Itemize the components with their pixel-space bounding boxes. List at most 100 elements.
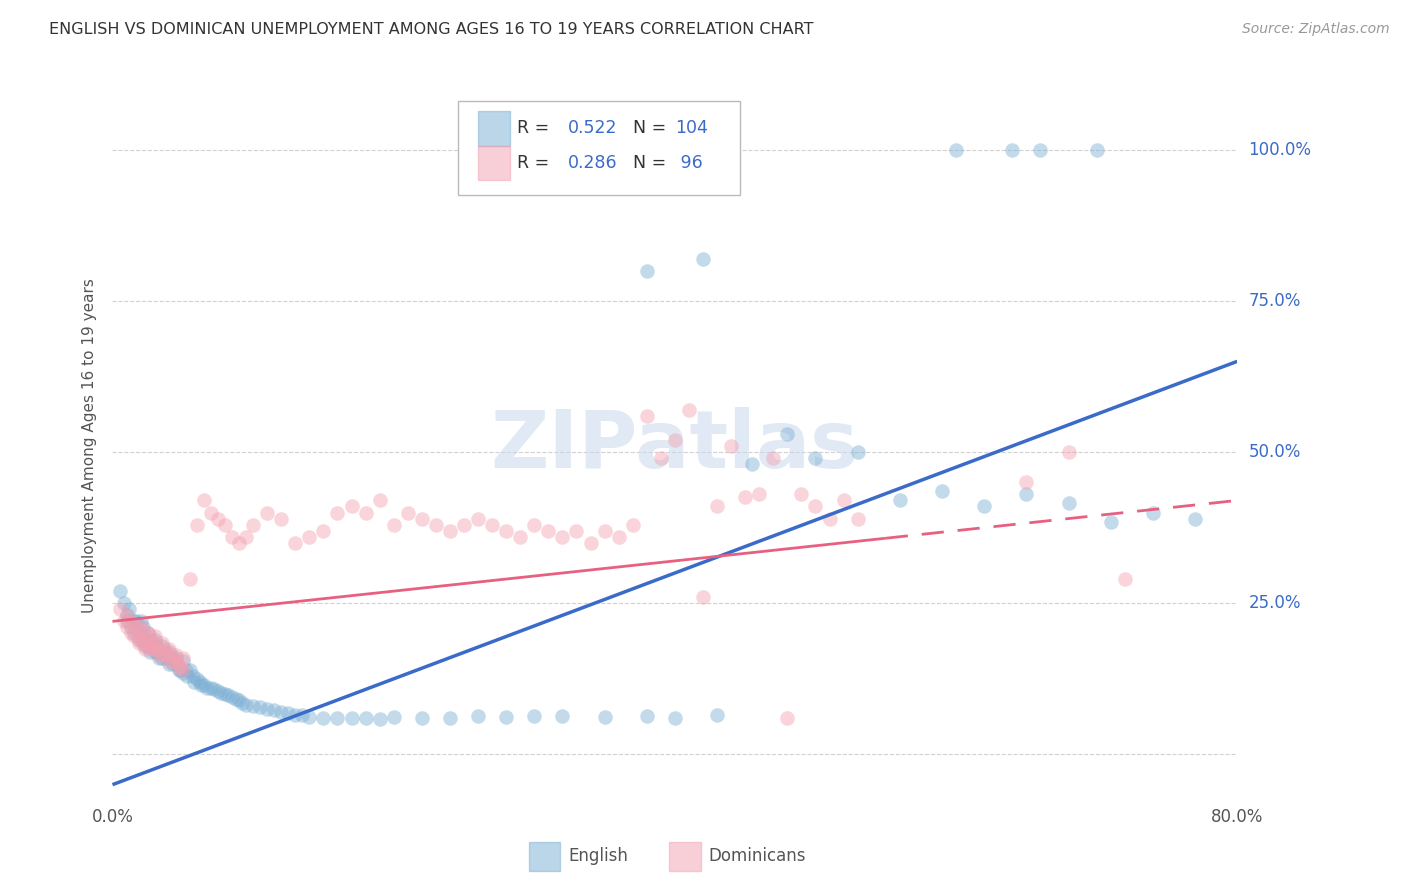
English — [1057, 496, 1080, 510]
Text: English: English — [568, 847, 628, 865]
Dominicans — [748, 487, 770, 501]
Dominicans — [139, 641, 162, 656]
Dominicans — [396, 506, 419, 520]
Dominicans — [636, 409, 658, 423]
English — [153, 645, 176, 659]
Dominicans — [153, 641, 176, 656]
Dominicans — [143, 630, 166, 644]
Dominicans — [720, 439, 742, 453]
Text: 0.522: 0.522 — [568, 120, 617, 137]
Dominicans — [207, 511, 229, 525]
English — [136, 639, 159, 653]
English — [291, 708, 314, 723]
Dominicans — [115, 608, 138, 623]
Dominicans — [155, 648, 177, 662]
Dominicans — [118, 615, 141, 629]
English — [439, 711, 461, 725]
English — [118, 602, 141, 616]
English — [1001, 143, 1024, 157]
Dominicans — [148, 648, 170, 662]
Dominicans — [579, 535, 602, 549]
Dominicans — [160, 648, 183, 662]
English — [235, 698, 257, 712]
English — [165, 650, 187, 665]
Dominicans — [145, 635, 167, 649]
Dominicans — [242, 517, 264, 532]
English — [108, 584, 131, 599]
English — [183, 674, 205, 689]
Dominicans — [846, 511, 869, 525]
Dominicans — [143, 641, 166, 656]
English — [1015, 487, 1038, 501]
English — [195, 681, 218, 695]
Dominicans — [692, 590, 714, 604]
English — [467, 709, 489, 723]
Dominicans — [326, 506, 349, 520]
Dominicans — [664, 433, 686, 447]
English — [284, 708, 307, 723]
Text: Source: ZipAtlas.com: Source: ZipAtlas.com — [1241, 22, 1389, 37]
English — [176, 669, 198, 683]
English — [231, 696, 253, 710]
Text: 104: 104 — [675, 120, 707, 137]
English — [115, 615, 138, 629]
Text: N =: N = — [633, 120, 672, 137]
Text: 0.286: 0.286 — [568, 153, 617, 171]
English — [145, 639, 167, 653]
Text: R =: R = — [517, 153, 555, 171]
Dominicans — [136, 626, 159, 640]
English — [263, 703, 285, 717]
English — [256, 702, 278, 716]
Dominicans — [832, 493, 855, 508]
Dominicans — [115, 620, 138, 634]
English — [122, 615, 145, 629]
English — [225, 691, 247, 706]
English — [298, 710, 321, 724]
Y-axis label: Unemployment Among Ages 16 to 19 years: Unemployment Among Ages 16 to 19 years — [82, 278, 97, 614]
English — [179, 663, 201, 677]
English — [174, 663, 197, 677]
Dominicans — [122, 630, 145, 644]
Dominicans — [284, 535, 307, 549]
Text: 96: 96 — [675, 153, 703, 171]
English — [172, 665, 194, 680]
Dominicans — [129, 632, 152, 647]
Dominicans — [165, 648, 187, 662]
English — [228, 693, 250, 707]
Dominicans — [172, 650, 194, 665]
English — [1085, 143, 1108, 157]
Dominicans — [523, 517, 546, 532]
English — [128, 632, 150, 647]
English — [242, 699, 264, 714]
English — [127, 626, 149, 640]
Text: 75.0%: 75.0% — [1249, 292, 1301, 310]
Text: 25.0%: 25.0% — [1249, 594, 1301, 612]
Dominicans — [132, 624, 155, 638]
FancyBboxPatch shape — [458, 102, 740, 194]
English — [132, 632, 155, 647]
English — [160, 650, 183, 665]
English — [931, 484, 953, 499]
English — [190, 678, 212, 692]
Dominicans — [382, 517, 405, 532]
English — [889, 493, 911, 508]
Dominicans — [411, 511, 433, 525]
English — [139, 632, 162, 647]
English — [141, 639, 163, 653]
Dominicans — [120, 626, 142, 640]
English — [326, 711, 349, 725]
English — [706, 708, 728, 723]
English — [217, 688, 239, 702]
Dominicans — [776, 711, 799, 725]
Dominicans — [804, 500, 827, 514]
Dominicans — [228, 535, 250, 549]
Dominicans — [354, 506, 377, 520]
English — [846, 445, 869, 459]
Dominicans — [150, 635, 173, 649]
Dominicans — [150, 648, 173, 662]
English — [221, 690, 243, 704]
English — [139, 645, 162, 659]
English — [125, 615, 148, 629]
Dominicans — [235, 530, 257, 544]
English — [209, 686, 232, 700]
